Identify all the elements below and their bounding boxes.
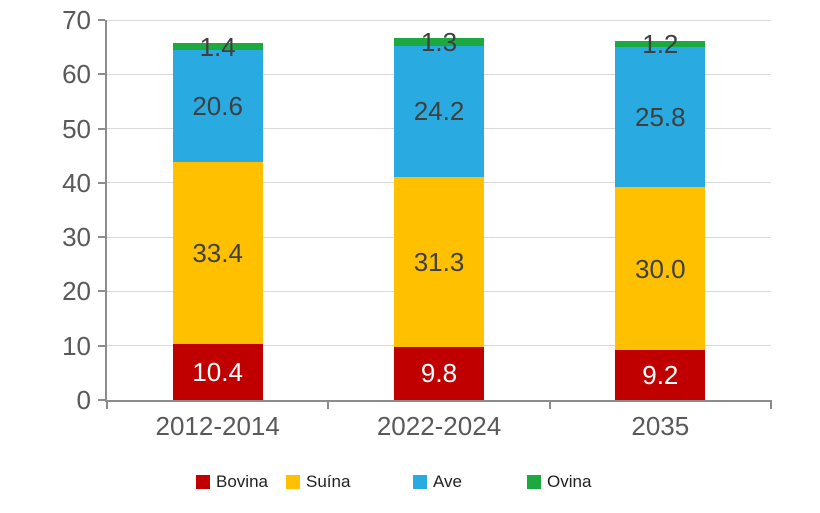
bar-value-label: 9.2 (642, 360, 679, 391)
y-axis-tick (98, 19, 105, 21)
y-tick-label: 20 (62, 276, 91, 307)
y-tick-label: 0 (76, 385, 91, 415)
y-tick-label: 10 (62, 330, 91, 361)
bar-segment-ave: 20.6 (172, 50, 263, 163)
x-axis-tick (106, 400, 108, 409)
x-tick-label: 2035 (631, 411, 690, 441)
y-axis-tick (98, 290, 105, 293)
y-tick-label: 50 (62, 113, 91, 144)
legend-label: Suína (306, 472, 351, 491)
y-axis-tick (98, 127, 105, 130)
legend-item-bovina: Bovina (196, 472, 268, 492)
bar-segment-bovina: 10.4 (172, 343, 263, 400)
legend-label: Ave (433, 472, 462, 491)
legend-swatch-icon (413, 475, 427, 489)
y-tick-label: 60 (62, 59, 91, 90)
x-tick-label: 2012-2014 (155, 411, 280, 441)
bar-value-label: 33.4 (192, 237, 243, 268)
bar-segment-suína: 30.0 (615, 187, 706, 351)
chart-legend: Bovina Suína Ave Ovina (0, 472, 820, 502)
legend-swatch-icon (286, 475, 300, 489)
bar-segment-ave: 25.8 (615, 47, 706, 188)
y-axis-tick (98, 181, 105, 184)
legend-item-ovina: Ovina (527, 472, 591, 492)
legend-swatch-icon (527, 475, 541, 489)
bar-segment-suína: 31.3 (394, 176, 484, 347)
bar-value-label: 25.8 (635, 102, 686, 133)
x-axis (105, 400, 771, 402)
bar-segment-ovina: 1.2 (615, 31, 706, 57)
legend-swatch-icon (196, 475, 210, 489)
y-tick-label: 40 (62, 167, 91, 198)
bar-value-label: 1.3 (420, 26, 458, 57)
bar-segment-bovina: 9.8 (394, 346, 484, 400)
bar-value-label: 24.2 (413, 96, 465, 127)
gridline (107, 19, 771, 21)
bar-segment-ovina: 1.3 (394, 29, 484, 55)
y-axis-tick (98, 399, 105, 401)
bar-segment-ovina: 1.4 (172, 34, 263, 60)
x-tick-label: 2022-2024 (376, 411, 502, 441)
bar-segment-bovina: 9.2 (615, 350, 706, 400)
y-tick-label: 30 (62, 222, 91, 253)
bar-value-label: 31.3 (413, 246, 465, 277)
bar-value-label: 30.0 (635, 253, 686, 284)
y-axis-tick (98, 73, 105, 76)
y-axis (105, 20, 107, 402)
x-axis-tick (327, 400, 330, 409)
legend-label: Ovina (547, 472, 592, 491)
bar-value-label: 1.4 (199, 31, 236, 62)
y-tick-label: 70 (62, 5, 91, 35)
bar-segment-suína: 33.4 (172, 162, 263, 344)
bar-value-label: 1.2 (642, 28, 679, 59)
legend-item-suína: Suína (286, 472, 350, 492)
bar-value-label: 20.6 (192, 91, 243, 122)
bar-segment-ave: 24.2 (394, 45, 484, 177)
bar-value-label: 9.8 (420, 358, 458, 389)
legend-label: Bovina (216, 472, 268, 491)
y-axis-tick (98, 236, 105, 239)
y-axis-tick (98, 344, 105, 347)
x-axis-tick (548, 400, 551, 409)
legend-item-ave: Ave (413, 472, 462, 492)
bar-value-label: 10.4 (192, 356, 243, 387)
x-axis-tick (770, 400, 772, 409)
